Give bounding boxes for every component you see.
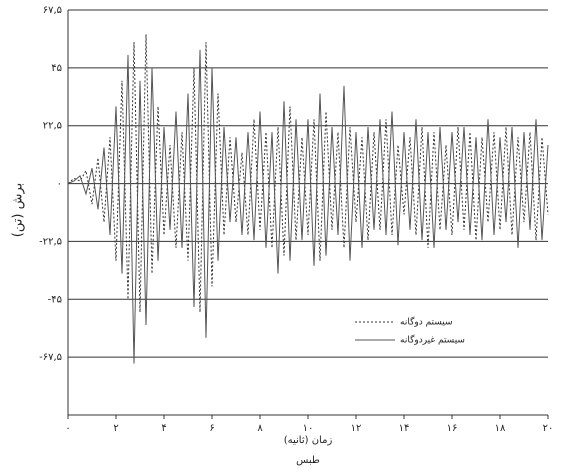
x-tick-label: ۲۰	[543, 423, 554, 434]
x-tick-label: ۲	[113, 423, 118, 434]
x-tick-label: ۴	[161, 423, 166, 434]
y-tick-label: ۶۷,۵	[43, 5, 62, 16]
legend-label: سیستم غیردوگانه	[400, 334, 465, 346]
x-tick-label: ۰	[65, 423, 70, 434]
y-tick-label: ۴۵	[51, 63, 62, 74]
x-tick-label: ۱۲	[351, 423, 362, 434]
y-tick-label: -۶۷,۵	[39, 352, 62, 363]
y-tick-label: ۲۲,۵	[43, 121, 62, 132]
x-tick-label: ۶	[209, 423, 214, 434]
x-tick-label: ۱۴	[399, 423, 410, 434]
y-tick-label: -۴۵	[48, 294, 62, 305]
y-axis-label: برش (تن)	[11, 183, 26, 237]
x-tick-label: ۱۰	[303, 423, 314, 434]
series-line	[67, 49, 549, 364]
y-tick-label: ۰	[57, 179, 62, 190]
chart-subtitle: طبس	[296, 455, 320, 466]
legend-label: سیستم دوگانه	[400, 316, 453, 328]
y-tick-label: -۲۲,۵	[39, 236, 62, 247]
x-tick-label: ۱۶	[447, 423, 458, 434]
x-axis-label: زمان (ثانیه)	[284, 435, 333, 446]
x-tick-label: ۸	[257, 423, 263, 434]
x-tick-label: ۱۸	[495, 423, 506, 434]
series-line	[67, 34, 549, 313]
